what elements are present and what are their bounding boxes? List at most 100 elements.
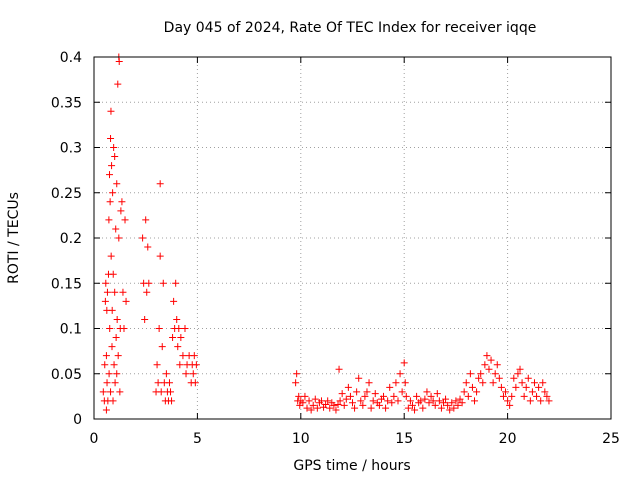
- data-point: [309, 401, 317, 409]
- data-point: [468, 383, 476, 391]
- data-point: [344, 383, 352, 391]
- chart-title: Day 045 of 2024, Rate Of TEC Index for r…: [164, 20, 537, 36]
- data-point: [101, 297, 109, 305]
- data-point: [346, 392, 354, 400]
- data-point: [326, 404, 334, 412]
- data-point: [404, 404, 412, 412]
- data-point: [162, 370, 170, 378]
- data-point: [332, 406, 340, 414]
- data-point: [173, 315, 181, 323]
- data-point: [115, 234, 123, 242]
- data-point: [156, 180, 164, 188]
- data-point: [489, 379, 497, 387]
- data-point: [169, 334, 177, 342]
- data-point: [479, 379, 487, 387]
- data-point: [382, 404, 390, 412]
- data-point: [102, 279, 110, 287]
- data-point: [324, 397, 332, 405]
- data-point: [154, 379, 162, 387]
- data-point: [392, 379, 400, 387]
- data-point: [107, 388, 115, 396]
- data-point: [108, 343, 116, 351]
- data-point: [190, 352, 198, 360]
- data-point: [388, 399, 396, 407]
- data-point: [528, 388, 536, 396]
- data-point: [167, 388, 175, 396]
- data-point: [117, 207, 125, 215]
- y-tick-label: 0: [73, 412, 82, 428]
- data-point: [369, 397, 377, 405]
- data-point: [541, 388, 549, 396]
- data-point: [109, 397, 117, 405]
- data-point: [340, 401, 348, 409]
- data-point: [105, 370, 113, 378]
- data-point: [105, 216, 113, 224]
- data-point: [425, 399, 433, 407]
- data-point: [351, 404, 359, 412]
- data-point: [421, 395, 429, 403]
- x-tick-label: 15: [395, 431, 413, 447]
- data-point: [485, 365, 493, 373]
- data-point: [460, 388, 468, 396]
- data-point: [487, 356, 495, 364]
- data-point: [400, 359, 408, 367]
- data-point: [353, 388, 361, 396]
- data-point: [357, 397, 365, 405]
- data-point: [99, 388, 107, 396]
- data-point: [512, 383, 520, 391]
- data-point: [483, 352, 491, 360]
- data-point: [155, 325, 163, 332]
- x-tick-label: 20: [499, 431, 517, 447]
- data-point: [301, 392, 309, 400]
- data-point: [176, 361, 184, 369]
- data-point: [365, 379, 373, 387]
- x-tick-label: 25: [602, 431, 620, 447]
- data-point: [189, 370, 197, 378]
- y-tick-label: 0.1: [60, 322, 82, 338]
- data-point: [139, 234, 147, 242]
- data-point: [334, 401, 342, 409]
- data-point: [172, 279, 180, 287]
- y-tick-label: 0.35: [51, 95, 82, 111]
- data-point: [168, 397, 176, 405]
- data-point: [516, 365, 524, 373]
- y-tick-label: 0.2: [60, 231, 82, 247]
- data-point: [450, 404, 458, 412]
- data-point: [518, 379, 526, 387]
- data-point: [292, 379, 300, 387]
- data-point: [473, 388, 481, 396]
- data-point: [444, 401, 452, 409]
- data-point: [537, 397, 545, 405]
- data-point: [295, 392, 303, 400]
- data-point: [109, 189, 117, 197]
- data-point: [181, 325, 189, 332]
- data-point: [429, 397, 437, 405]
- data-point: [413, 392, 421, 400]
- data-point: [107, 107, 115, 115]
- data-point: [359, 401, 367, 409]
- data-point: [508, 392, 516, 400]
- data-point: [338, 390, 346, 398]
- data-point: [535, 383, 543, 391]
- data-point: [165, 379, 173, 387]
- data-point: [107, 252, 115, 260]
- data-point: [543, 392, 551, 400]
- data-point: [143, 288, 151, 296]
- data-point: [452, 397, 460, 405]
- data-point: [159, 279, 167, 287]
- data-point: [322, 401, 330, 409]
- data-point: [406, 397, 414, 405]
- data-point: [158, 343, 166, 351]
- data-point: [401, 379, 409, 387]
- data-point: [106, 171, 114, 179]
- data-point: [307, 406, 315, 414]
- data-point: [120, 325, 128, 332]
- data-point: [349, 399, 356, 407]
- data-point: [121, 216, 129, 224]
- data-point: [118, 198, 126, 206]
- data-point: [493, 361, 501, 369]
- data-point: [305, 397, 313, 405]
- data-point: [153, 361, 161, 369]
- data-point: [114, 352, 122, 360]
- data-point: [170, 297, 178, 305]
